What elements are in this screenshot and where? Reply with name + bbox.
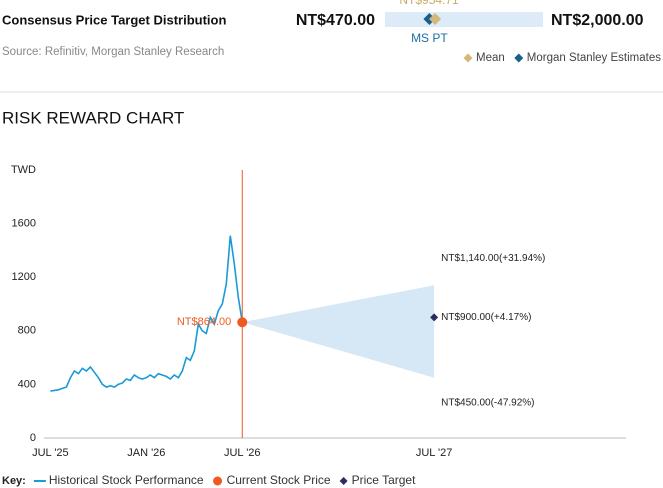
y-tick-label: 1600 — [12, 218, 36, 230]
price-target-marker — [430, 313, 439, 322]
x-tick-label: JUL '26 — [224, 447, 261, 459]
title: Consensus Price Target Distribution — [2, 12, 226, 27]
legend-swatch — [463, 53, 473, 63]
source: Source: Refinitiv, Morgan Stanley Resear… — [2, 46, 224, 58]
key-swatch — [213, 476, 223, 486]
target-label: NT$1,140.00(+31.94%) — [441, 253, 545, 264]
ms-pt-label: MS PT — [411, 31, 448, 45]
history-line — [50, 235, 244, 392]
section-title: RISK REWARD CHART — [2, 108, 184, 127]
legend-label: Morgan Stanley Estimates — [527, 52, 661, 64]
y-axis-label: TWD — [11, 164, 36, 176]
range-high-label: NT$2,000.00 — [551, 12, 644, 29]
y-tick-label: 0 — [30, 432, 36, 444]
current-price-dot — [237, 317, 248, 328]
current-price-label: NT$864.00 — [177, 316, 231, 328]
key-item: Historical Stock Performance — [49, 473, 204, 487]
legend-swatch — [514, 53, 524, 63]
target-cone — [242, 285, 435, 378]
mean-label: NT$954.71 — [399, 0, 459, 7]
range-low-label: NT$470.00 — [296, 12, 375, 29]
key-swatch — [339, 477, 348, 485]
mean-marker — [429, 13, 442, 25]
legend-label: Mean — [476, 52, 505, 64]
key-item: Price Target — [352, 473, 416, 487]
x-tick-label: JUL '25 — [32, 447, 69, 459]
target-label: NT$900.00(+4.17%) — [441, 312, 531, 323]
x-tick-label: JUL '27 — [416, 447, 453, 459]
y-tick-label: 800 — [18, 325, 36, 337]
range-bar — [385, 12, 543, 27]
x-tick-label: JAN '26 — [127, 447, 165, 459]
key-label: Key: — [2, 475, 26, 487]
key-item: Current Stock Price — [227, 473, 331, 487]
target-label: NT$450.00(-47.92%) — [441, 397, 534, 408]
y-tick-label: 1200 — [12, 271, 36, 283]
y-tick-label: 400 — [18, 378, 36, 390]
